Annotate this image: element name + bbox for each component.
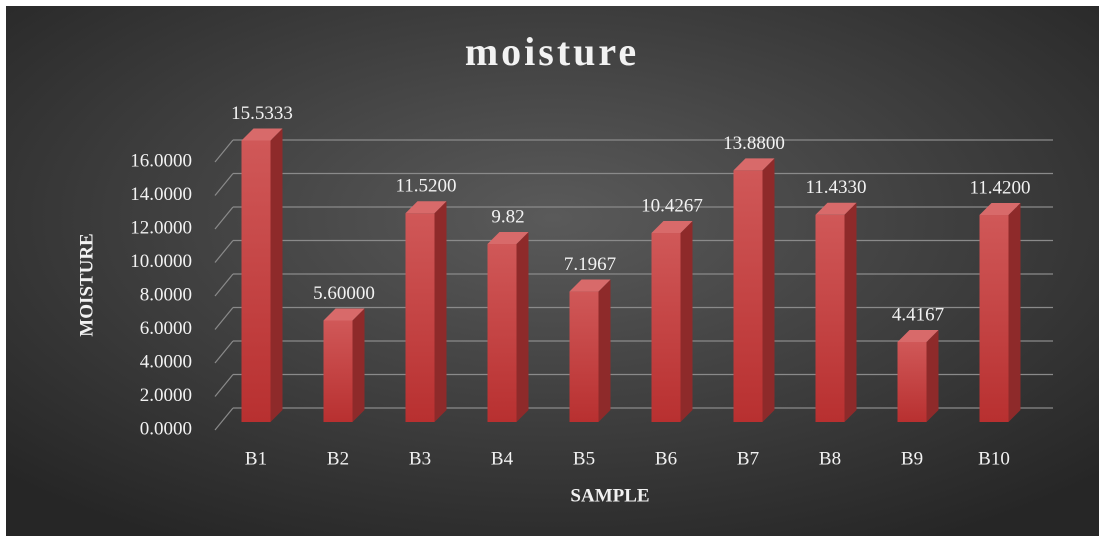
- x-tick-label: B3: [409, 448, 431, 469]
- x-tick-label: B9: [901, 448, 923, 469]
- grid-line: [214, 206, 234, 230]
- data-label: 5.60000: [313, 283, 375, 304]
- data-label: 11.4330: [805, 177, 866, 198]
- data-label: 15.5333: [231, 103, 293, 124]
- x-tick-label: B6: [655, 448, 677, 469]
- y-tick-label: 2.0000: [140, 385, 192, 406]
- x-tick-label: B10: [978, 448, 1010, 469]
- chart-title: moisture: [465, 29, 639, 74]
- background: [6, 6, 1099, 536]
- bar: [241, 140, 271, 423]
- data-label: 4.4167: [892, 304, 944, 325]
- bar: [979, 215, 1009, 422]
- x-tick-label: B1: [245, 448, 267, 469]
- bar-top: [487, 232, 529, 245]
- bar-side: [516, 232, 529, 422]
- bar-side: [680, 221, 693, 422]
- x-tick-label: B7: [737, 448, 759, 469]
- data-label: 9.82: [491, 206, 524, 227]
- bar-side: [762, 158, 775, 423]
- bar-top: [651, 221, 693, 234]
- bar: [897, 341, 927, 422]
- y-tick-label: 14.0000: [130, 184, 192, 205]
- bar: [815, 214, 845, 422]
- bar-side: [1008, 203, 1021, 422]
- bar-top: [405, 201, 447, 214]
- y-tick-label: 10.0000: [130, 251, 192, 272]
- grid-line: [214, 374, 234, 397]
- grid-line: [214, 340, 234, 364]
- bar: [323, 320, 353, 422]
- grid-line: [214, 240, 234, 263]
- x-axis-title: SAMPLE: [570, 485, 649, 506]
- bar-side: [926, 329, 939, 422]
- bar-top: [241, 128, 283, 141]
- data-label: 11.5200: [395, 176, 456, 197]
- y-axis-title: MOISTURE: [76, 233, 97, 336]
- grid-line: [214, 307, 234, 330]
- x-tick-label: B2: [327, 448, 349, 469]
- y-tick-label: 8.0000: [140, 284, 192, 305]
- y-tick-label: 12.0000: [130, 217, 192, 238]
- data-label: 13.8800: [723, 133, 785, 154]
- bar: [651, 233, 681, 422]
- x-tick-label: B5: [573, 448, 595, 469]
- bar-side: [598, 279, 611, 422]
- bar-top: [569, 279, 611, 292]
- bar-top: [323, 308, 365, 321]
- bar-side: [844, 202, 857, 422]
- bar-top: [979, 203, 1021, 216]
- grid-line: [214, 139, 234, 163]
- grid-line: [214, 407, 234, 431]
- bar-side: [352, 308, 365, 422]
- bar: [569, 291, 599, 422]
- bar-top: [733, 158, 775, 171]
- bar-top: [897, 329, 939, 342]
- y-tick-label: 16.0000: [130, 150, 192, 171]
- x-tick-label: B4: [491, 448, 514, 469]
- bar-side: [434, 201, 447, 422]
- y-tick-label: 4.0000: [140, 351, 192, 372]
- x-tick-label: B8: [819, 448, 841, 469]
- grid-line: [214, 173, 234, 196]
- bar-top: [815, 202, 857, 215]
- grid-line: [214, 273, 234, 297]
- bar-side: [270, 128, 283, 423]
- y-tick-label: 0.0000: [140, 418, 192, 439]
- y-tick-label: 6.0000: [140, 318, 192, 339]
- bar: [733, 170, 763, 422]
- bar: [405, 213, 435, 422]
- data-label: 10.4267: [641, 195, 703, 216]
- data-label: 11.4200: [969, 177, 1030, 198]
- data-label: 7.1967: [564, 254, 616, 275]
- bar: [487, 244, 517, 422]
